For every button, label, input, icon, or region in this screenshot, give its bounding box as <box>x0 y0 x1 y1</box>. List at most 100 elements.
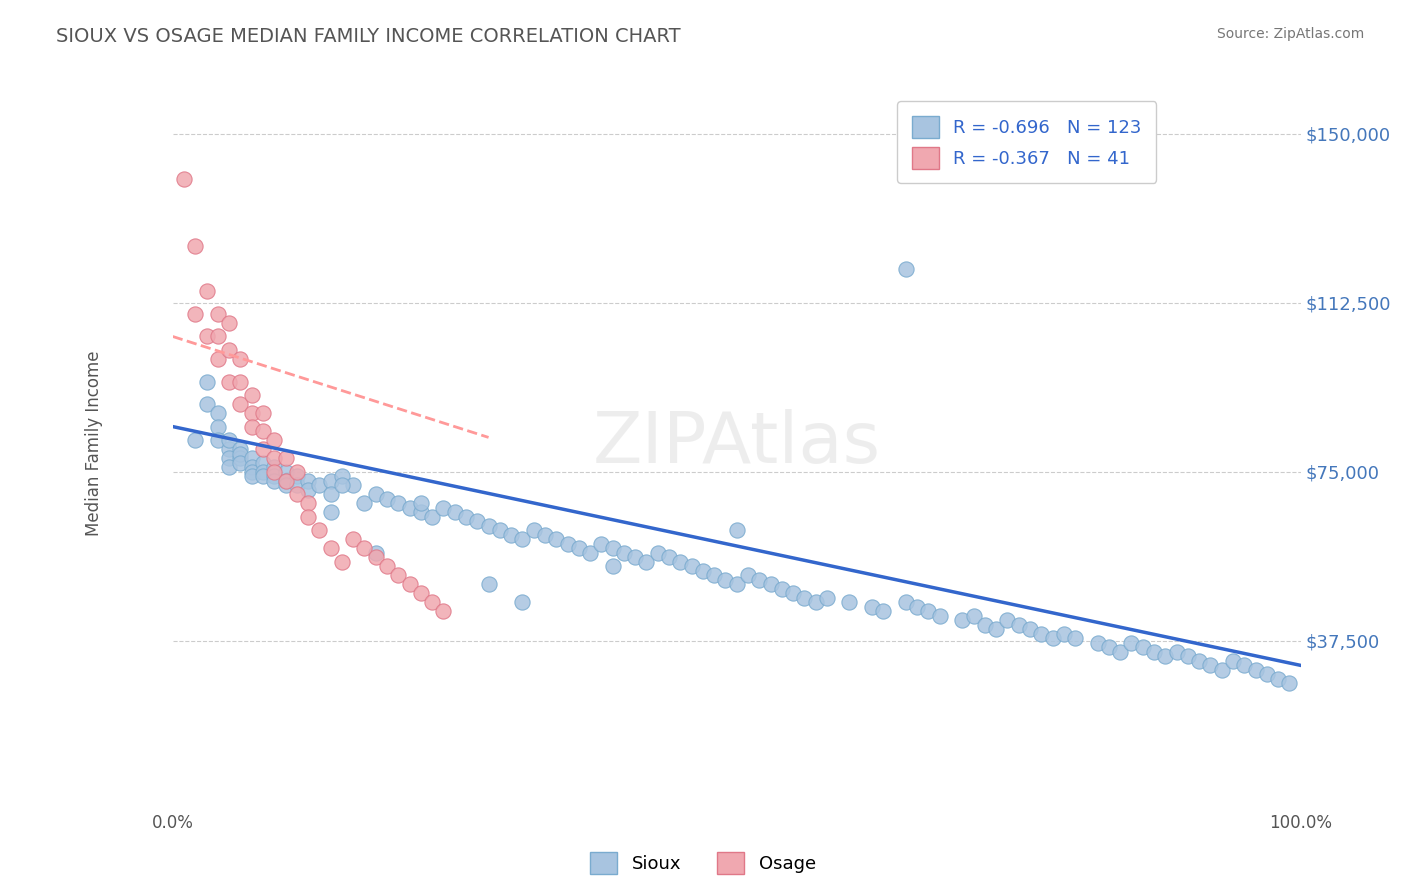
Point <box>714 573 737 587</box>
Point <box>252 469 274 483</box>
Point <box>263 465 285 479</box>
Point <box>1154 649 1177 664</box>
Point <box>409 505 432 519</box>
Point <box>501 527 523 541</box>
Point <box>432 500 454 515</box>
Point <box>184 433 207 447</box>
Point <box>285 478 308 492</box>
Point <box>195 375 218 389</box>
Point <box>1143 645 1166 659</box>
Point <box>398 500 420 515</box>
Point <box>1233 658 1256 673</box>
Point <box>207 351 229 366</box>
Point <box>207 433 229 447</box>
Point <box>534 527 557 541</box>
Point <box>207 406 229 420</box>
Point <box>240 406 263 420</box>
Legend: Sioux, Osage: Sioux, Osage <box>581 843 825 883</box>
Point <box>1042 632 1064 646</box>
Point <box>229 456 252 470</box>
Point <box>1199 658 1222 673</box>
Point <box>195 285 218 299</box>
Point <box>860 599 883 614</box>
Point <box>274 465 297 479</box>
Point <box>207 419 229 434</box>
Point <box>218 460 240 475</box>
Point <box>1019 623 1042 637</box>
Point <box>443 505 465 519</box>
Point <box>195 397 218 411</box>
Point <box>263 433 285 447</box>
Point <box>793 591 815 605</box>
Point <box>207 329 229 343</box>
Point <box>804 595 827 609</box>
Point <box>285 487 308 501</box>
Point <box>489 523 512 537</box>
Point <box>703 568 725 582</box>
Point <box>1008 617 1031 632</box>
Point <box>523 523 546 537</box>
Point <box>692 564 714 578</box>
Point <box>1031 627 1053 641</box>
Point <box>252 406 274 420</box>
Point <box>240 460 263 475</box>
Point <box>240 419 263 434</box>
Point <box>1121 636 1143 650</box>
Point <box>602 559 624 574</box>
Point <box>297 509 319 524</box>
Point <box>274 451 297 466</box>
Point <box>725 523 748 537</box>
Point <box>477 577 499 591</box>
Point <box>218 343 240 357</box>
Point <box>1087 636 1109 650</box>
Point <box>263 460 285 475</box>
Point <box>725 577 748 591</box>
Point <box>330 555 353 569</box>
Point <box>613 546 636 560</box>
Point <box>297 474 319 488</box>
Point <box>252 442 274 456</box>
Point <box>218 451 240 466</box>
Point <box>568 541 591 556</box>
Point <box>184 239 207 253</box>
Point <box>218 316 240 330</box>
Point <box>984 623 1007 637</box>
Point <box>973 617 995 632</box>
Point <box>669 555 692 569</box>
Point <box>387 496 409 510</box>
Point <box>364 550 387 565</box>
Point <box>1109 645 1132 659</box>
Point <box>274 474 297 488</box>
Point <box>252 456 274 470</box>
Point <box>398 577 420 591</box>
Point <box>240 451 263 466</box>
Point <box>477 518 499 533</box>
Point <box>928 608 950 623</box>
Point <box>229 442 252 456</box>
Text: ZIPAtlas: ZIPAtlas <box>593 409 880 478</box>
Point <box>465 514 488 528</box>
Point <box>409 496 432 510</box>
Point <box>195 329 218 343</box>
Point <box>274 478 297 492</box>
Point <box>274 474 297 488</box>
Point <box>1188 654 1211 668</box>
Point <box>1244 663 1267 677</box>
Point <box>364 546 387 560</box>
Point <box>207 307 229 321</box>
Point <box>387 568 409 582</box>
Point <box>297 496 319 510</box>
Point <box>962 608 984 623</box>
Legend: R = -0.696   N = 123, R = -0.367   N = 41: R = -0.696 N = 123, R = -0.367 N = 41 <box>897 101 1156 183</box>
Point <box>353 496 375 510</box>
Point <box>240 469 263 483</box>
Point <box>308 478 330 492</box>
Point <box>950 613 973 627</box>
Point <box>319 474 342 488</box>
Point <box>218 433 240 447</box>
Point <box>420 595 443 609</box>
Point <box>330 469 353 483</box>
Point <box>308 523 330 537</box>
Point <box>546 533 568 547</box>
Point <box>636 555 658 569</box>
